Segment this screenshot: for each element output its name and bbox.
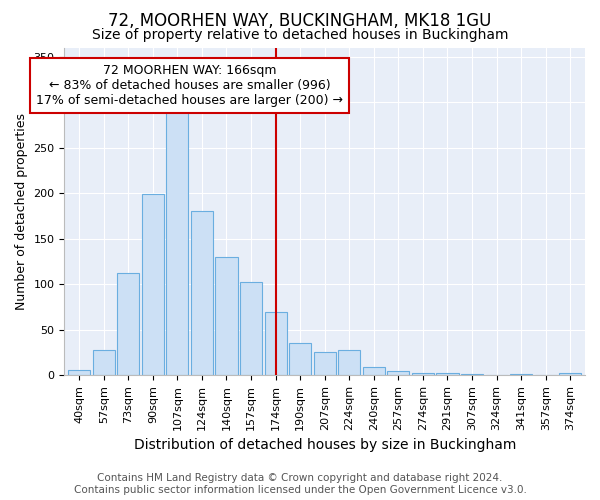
Bar <box>461 374 483 376</box>
Bar <box>117 274 139 376</box>
Bar <box>314 352 336 376</box>
Bar <box>388 371 409 376</box>
Bar <box>142 194 164 376</box>
Bar <box>92 350 115 376</box>
Text: Size of property relative to detached houses in Buckingham: Size of property relative to detached ho… <box>92 28 508 42</box>
Text: 72 MOORHEN WAY: 166sqm
← 83% of detached houses are smaller (996)
17% of semi-de: 72 MOORHEN WAY: 166sqm ← 83% of detached… <box>36 64 343 107</box>
Bar <box>265 312 287 376</box>
Text: Contains HM Land Registry data © Crown copyright and database right 2024.
Contai: Contains HM Land Registry data © Crown c… <box>74 474 526 495</box>
Bar <box>191 212 213 376</box>
Bar <box>68 370 90 376</box>
Bar <box>166 112 188 376</box>
Bar <box>240 282 262 376</box>
Text: 72, MOORHEN WAY, BUCKINGHAM, MK18 1GU: 72, MOORHEN WAY, BUCKINGHAM, MK18 1GU <box>109 12 491 30</box>
Bar <box>436 374 458 376</box>
Bar <box>215 257 238 376</box>
Y-axis label: Number of detached properties: Number of detached properties <box>15 113 28 310</box>
Bar <box>412 374 434 376</box>
Bar <box>510 374 532 376</box>
Bar <box>338 350 361 376</box>
Bar <box>289 342 311 376</box>
Bar <box>559 374 581 376</box>
Bar <box>363 367 385 376</box>
X-axis label: Distribution of detached houses by size in Buckingham: Distribution of detached houses by size … <box>134 438 516 452</box>
